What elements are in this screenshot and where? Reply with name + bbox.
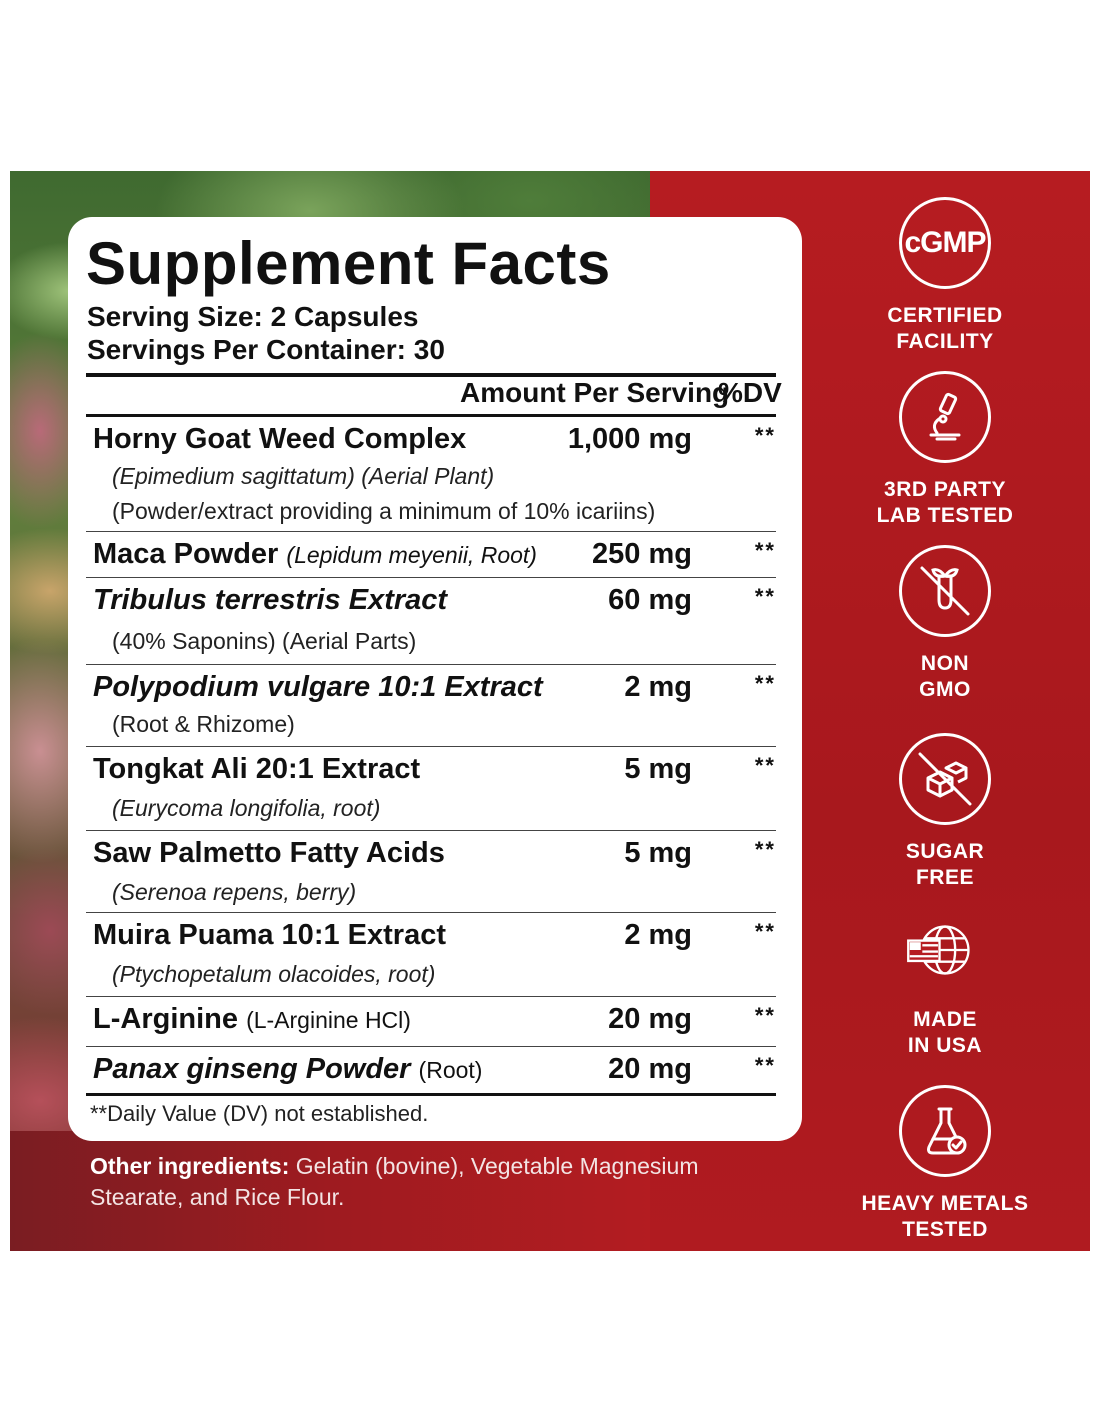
ingredient-amount: 20 mg [608, 1053, 692, 1085]
usa-globe-icon [902, 907, 988, 993]
product-panel: Supplement Facts Serving Size: 2 Capsule… [10, 171, 1090, 1251]
ingredient-detail: (Ptychopetalum olacoides, root) [112, 961, 436, 987]
ingredient-row: Tribulus terrestris Extract (40% Saponin… [86, 578, 776, 665]
badge-non-gmo: NON GMO [850, 545, 1040, 703]
no-gmo-icon [899, 545, 991, 637]
row-divider [86, 746, 776, 747]
row-divider [86, 531, 776, 532]
ingredient-name: Tribulus terrestris Extract [93, 584, 448, 616]
supplement-facts-card: Supplement Facts Serving Size: 2 Capsule… [68, 217, 802, 1141]
other-ingredients-label: Other ingredients: [90, 1153, 290, 1179]
ingredient-row: Polypodium vulgare 10:1 Extract (Root & … [86, 665, 776, 747]
ingredient-row: Muira Puama 10:1 Extract (Ptychopetalum … [86, 913, 776, 997]
badge-label: SUGAR FREE [905, 840, 985, 889]
ingredient-row: Horny Goat Weed Complex (Epimedium sagit… [86, 417, 776, 532]
serving-size: Serving Size: 2 Capsules [87, 301, 419, 332]
amount-per-serving-header: Amount Per Serving [460, 377, 730, 408]
bottom-rule [86, 1093, 776, 1096]
badge-label: CERTIFIED FACILITY [887, 304, 1003, 353]
row-divider [86, 664, 776, 665]
ingredient-detail: (Root & Rhizome) [112, 711, 295, 737]
badge-sugar-free: SUGAR FREE [850, 733, 1040, 891]
ingredient-detail: (Root) [418, 1057, 483, 1083]
ingredient-name: Muira Puama 10:1 Extract [93, 919, 446, 951]
ingredient-detail: (Epimedium sagittatum) (Aerial Plant) [112, 463, 495, 489]
badge-label: 3RD PARTY LAB TESTED [876, 478, 1014, 527]
ingredient-name: Tongkat Ali 20:1 Extract [93, 753, 421, 785]
row-divider [86, 1046, 776, 1047]
thick-rule [86, 373, 776, 377]
badge-label: MADE IN USA [907, 1008, 983, 1057]
ingredient-amount: 250 mg [592, 538, 692, 570]
ingredient-amount: 60 mg [608, 584, 692, 616]
dv-footnote: **Daily Value (DV) not established. [90, 1101, 429, 1126]
ingredient-name: L-Arginine (L-Arginine HCl) [93, 1003, 411, 1035]
ingredient-amount: 2 mg [624, 919, 692, 951]
ingredient-amount: 2 mg [624, 671, 692, 703]
ingredient-name: Panax ginseng Powder (Root) [93, 1053, 483, 1085]
row-divider [86, 912, 776, 913]
ingredient-row: Panax ginseng Powder (Root) 20 mg ** [86, 1047, 776, 1095]
ingredient-dv: ** [754, 671, 776, 696]
ingredient-dv: ** [754, 837, 776, 862]
ingredient-name: Horny Goat Weed Complex [93, 423, 467, 455]
ingredient-dv: ** [754, 423, 776, 448]
badge-made-in-usa: MADE IN USA [850, 907, 1040, 1059]
ingredient-detail: (Eurycoma longifolia, root) [112, 795, 381, 821]
ingredient-row: Saw Palmetto Fatty Acids (Serenoa repens… [86, 831, 776, 913]
ingredient-detail: (40% Saponins) (Aerial Parts) [112, 628, 417, 654]
ingredient-name: Polypodium vulgare 10:1 Extract [93, 671, 543, 703]
ingredient-amount: 5 mg [624, 753, 692, 785]
ingredient-dv: ** [754, 584, 776, 609]
row-divider [86, 996, 776, 997]
ingredient-amount: 1,000 mg [567, 423, 692, 455]
cgmp-icon: cGMP [899, 197, 991, 289]
ingredient-row: Maca Powder (Lepidum meyenii, Root) 250 … [86, 532, 776, 578]
bottom-background [10, 1131, 650, 1251]
ingredient-dv: ** [754, 1053, 776, 1078]
badge-heavy-metals: HEAVY METALS TESTED [850, 1085, 1040, 1243]
badge-cgmp: cGMP CERTIFIED FACILITY [850, 197, 1040, 355]
ingredient-row: Tongkat Ali 20:1 Extract (Eurycoma longi… [86, 747, 776, 831]
ingredient-dv: ** [754, 1003, 776, 1028]
badge-label: NON GMO [919, 652, 971, 701]
flask-icon [899, 1085, 991, 1177]
ingredient-dv: ** [754, 538, 776, 563]
badge-label: HEAVY METALS TESTED [861, 1192, 1029, 1241]
dv-header: %DV [718, 377, 782, 408]
header-rule [86, 414, 776, 417]
ingredient-detail: (Serenoa repens, berry) [112, 879, 357, 905]
ingredient-name: Saw Palmetto Fatty Acids [93, 837, 445, 869]
ingredient-detail: (Lepidum meyenii, Root) [286, 542, 537, 568]
ingredient-detail: (L-Arginine HCl) [246, 1007, 411, 1033]
facts-title: Supplement Facts [86, 230, 611, 297]
ingredient-dv: ** [754, 753, 776, 778]
ingredient-amount: 5 mg [624, 837, 692, 869]
ingredient-amount: 20 mg [608, 1003, 692, 1035]
other-ingredients: Other ingredients: Gelatin (bovine), Veg… [90, 1151, 790, 1213]
row-divider [86, 577, 776, 578]
microscope-icon [899, 371, 991, 463]
ingredient-dv: ** [754, 919, 776, 944]
ingredient-row: L-Arginine (L-Arginine HCl) 20 mg ** [86, 997, 776, 1047]
servings-per-container: Servings Per Container: 30 [87, 334, 445, 365]
ingredient-name: Maca Powder (Lepidum meyenii, Root) [93, 538, 537, 570]
badge-lab-tested: 3RD PARTY LAB TESTED [850, 371, 1040, 529]
no-sugar-icon [899, 733, 991, 825]
ingredient-detail: (Powder/extract providing a minimum of 1… [112, 498, 656, 524]
other-ingredients-text: Gelatin (bovine), Vegetable Magnesium St… [90, 1153, 699, 1210]
row-divider [86, 830, 776, 831]
